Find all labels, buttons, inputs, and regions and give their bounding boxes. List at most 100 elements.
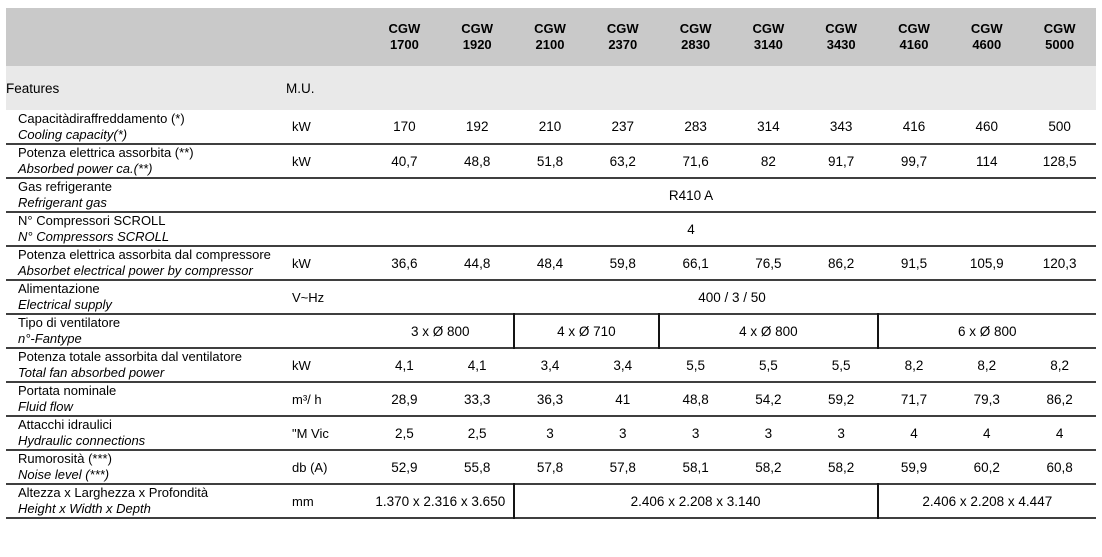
value-cell: 58,2 [755, 459, 782, 475]
column-header-cgw-1700: CGW 1700 [368, 8, 441, 66]
value-cell: 170 [393, 119, 416, 134]
value-cell: 210 [538, 119, 562, 134]
value-cell: 60,2 [973, 459, 1000, 475]
value-cell: 3 [546, 425, 554, 441]
value-cell: 2.406 x 2.208 x 3.140 [512, 484, 878, 518]
feature-label-english: Refrigerant gas [18, 195, 107, 210]
feature-label-italian: Attacchi idraulici [18, 417, 112, 432]
value-cell: 8,2 [904, 357, 924, 373]
column-header-cgw-2370: CGW 2370 [586, 8, 660, 66]
value-cell: 99,7 [900, 153, 928, 169]
unit-cell: mm [292, 493, 314, 509]
value-cell: 44,8 [464, 255, 491, 271]
unit-cell: kW [292, 119, 311, 134]
value-cell: 3 [619, 425, 627, 441]
value-cell: 58,2 [828, 459, 855, 475]
feature-label-italian: Potenza elettrica assorbita dal compress… [18, 247, 271, 262]
value-cell: 4 x Ø 800 [658, 314, 878, 348]
feature-label-italian: Altezza x Larghezza x Profondità [18, 485, 209, 500]
table-body: Capacitàdiraffreddamento (*) Cooling capa… [6, 110, 1096, 518]
value-cell: 4 [687, 221, 695, 237]
feature-label-italian: Potenza totale assorbita dal ventilatore [18, 349, 243, 364]
value-cell: 416 [902, 119, 926, 134]
feature-label-cell: Capacitàdiraffreddamento (*) Cooling capa… [6, 110, 286, 144]
feature-label-english: Height x Width x Depth [18, 501, 151, 516]
feature-label-cell: Gas refrigerante Refrigerant gas [6, 178, 286, 212]
value-cell: 5,5 [686, 357, 705, 373]
subheader-row: Features M.U. [6, 66, 1096, 110]
value-cell: 5,5 [758, 357, 778, 373]
feature-label-cell: Potenza elettrica assorbita (**) Absorbed… [6, 144, 286, 178]
value-cell: 4,1 [467, 357, 487, 373]
value-cell: 51,8 [536, 153, 564, 169]
feature-label-italian: Capacitàdiraffreddamento (*) [18, 110, 185, 126]
table-row: Potenza totale assorbita dal ventilatore… [6, 348, 1096, 382]
feature-label-italian: Potenza elettrica assorbita (**) [18, 145, 194, 160]
value-cell: 6 x Ø 800 [876, 314, 1096, 348]
table-row: N° Compressori SCROLL N° Compressors SCRO… [6, 212, 1096, 246]
feature-label-cell: Potenza elettrica assorbita dal compress… [6, 246, 286, 280]
column-header-cgw-4600: CGW 4600 [950, 8, 1024, 66]
column-header-cgw-3430: CGW 3430 [804, 8, 878, 66]
value-cell: 63,2 [609, 153, 636, 169]
value-cell: 5,5 [831, 357, 851, 373]
value-cell: 120,3 [1042, 255, 1077, 271]
value-cell: 2,5 [395, 425, 414, 441]
feature-label-cell: Portata nominale Fluid flow [6, 382, 286, 416]
value-cell: 79,3 [973, 391, 1000, 407]
column-header-cgw-5000: CGW 5000 [1023, 8, 1096, 66]
table-row: Gas refrigerante Refrigerant gas R410 A [6, 178, 1096, 212]
feature-label-cell: Altezza x Larghezza x Profondità Height x… [6, 484, 286, 518]
feature-label-english: Fluid flow [18, 399, 73, 414]
table-row: Portata nominale Fluid flow m³/ h 28,9 33,3 3… [6, 382, 1096, 416]
feature-label-english: Electrical supply [18, 297, 112, 312]
table-row: Potenza elettrica assorbita (**) Absorbed… [6, 144, 1096, 178]
value-cell: 55,8 [464, 459, 491, 475]
value-cell: 4,1 [395, 357, 414, 373]
table-row: Capacitàdiraffreddamento (*) Cooling capa… [6, 110, 1096, 144]
value-cell: 86,2 [828, 255, 855, 271]
value-cell: 91,7 [828, 153, 855, 169]
table-row: Potenza elettrica assorbita dal compress… [6, 246, 1096, 280]
feature-label-italian: Alimentazione [18, 281, 100, 296]
value-cell: 33,3 [464, 391, 491, 407]
unit-cell [286, 314, 368, 348]
feature-label-cell: Attacchi idraulici Hydraulic connections [6, 416, 286, 450]
value-cell: 4 [910, 425, 918, 441]
value-cell: 2.406 x 2.208 x 4.447 [876, 484, 1096, 518]
value-cell: 128,5 [1042, 153, 1077, 169]
column-header-cgw-2100: CGW 2100 [513, 8, 587, 66]
value-cell: 48,8 [682, 391, 709, 407]
value-cell: R410 A [668, 187, 714, 203]
value-cell: 59,9 [900, 459, 928, 475]
unit-cell: V~Hz [292, 289, 325, 305]
table-header-band: CGW 1700 CGW 1920 CGW 2100 CGW 2370 CGW 2830 CGW 31… [6, 8, 1096, 110]
feature-label-italian: N° Compressori SCROLL [18, 213, 166, 228]
value-cell: 57,8 [536, 459, 564, 475]
value-cell: 1.370 x 2.316 x 3.650 [375, 493, 506, 509]
value-cell: 71,6 [682, 153, 709, 169]
unit-cell: m³/ h [292, 391, 322, 407]
unit-cell: kW [292, 357, 311, 373]
feature-label-cell: Alimentazione Electrical supply [6, 280, 286, 314]
value-cell: 59,8 [609, 255, 636, 271]
value-cell: 91,5 [900, 255, 928, 271]
value-cell: 3,4 [613, 357, 633, 373]
value-cell: 2,5 [467, 425, 487, 441]
feature-label-cell: N° Compressori SCROLL N° Compressors SCRO… [6, 212, 286, 246]
table-row: Rumorosità (***) Noise level (***) db (A) 5… [6, 450, 1096, 484]
feature-label-english: Absorbet electrical power by compressor [18, 263, 253, 278]
feature-label-english: Hydraulic connections [18, 433, 146, 448]
value-cell: 59,2 [828, 391, 855, 407]
value-cell: 36,6 [391, 255, 418, 271]
value-cell: 41 [615, 391, 631, 407]
subheader-spacer [368, 66, 1096, 110]
table-row: Altezza x Larghezza x Profondità Height x… [6, 484, 1096, 518]
value-cell: 500 [1048, 119, 1071, 134]
value-cell: 192 [465, 119, 489, 134]
feature-label-italian: Rumorosità (***) [18, 451, 112, 466]
value-cell: 4 x Ø 710 [512, 314, 660, 348]
feature-label-cell: Rumorosità (***) Noise level (***) [6, 450, 286, 484]
features-header-label: Features [6, 66, 286, 110]
feature-label-cell: Tipo di ventilatore n°-Fantype [6, 314, 286, 348]
